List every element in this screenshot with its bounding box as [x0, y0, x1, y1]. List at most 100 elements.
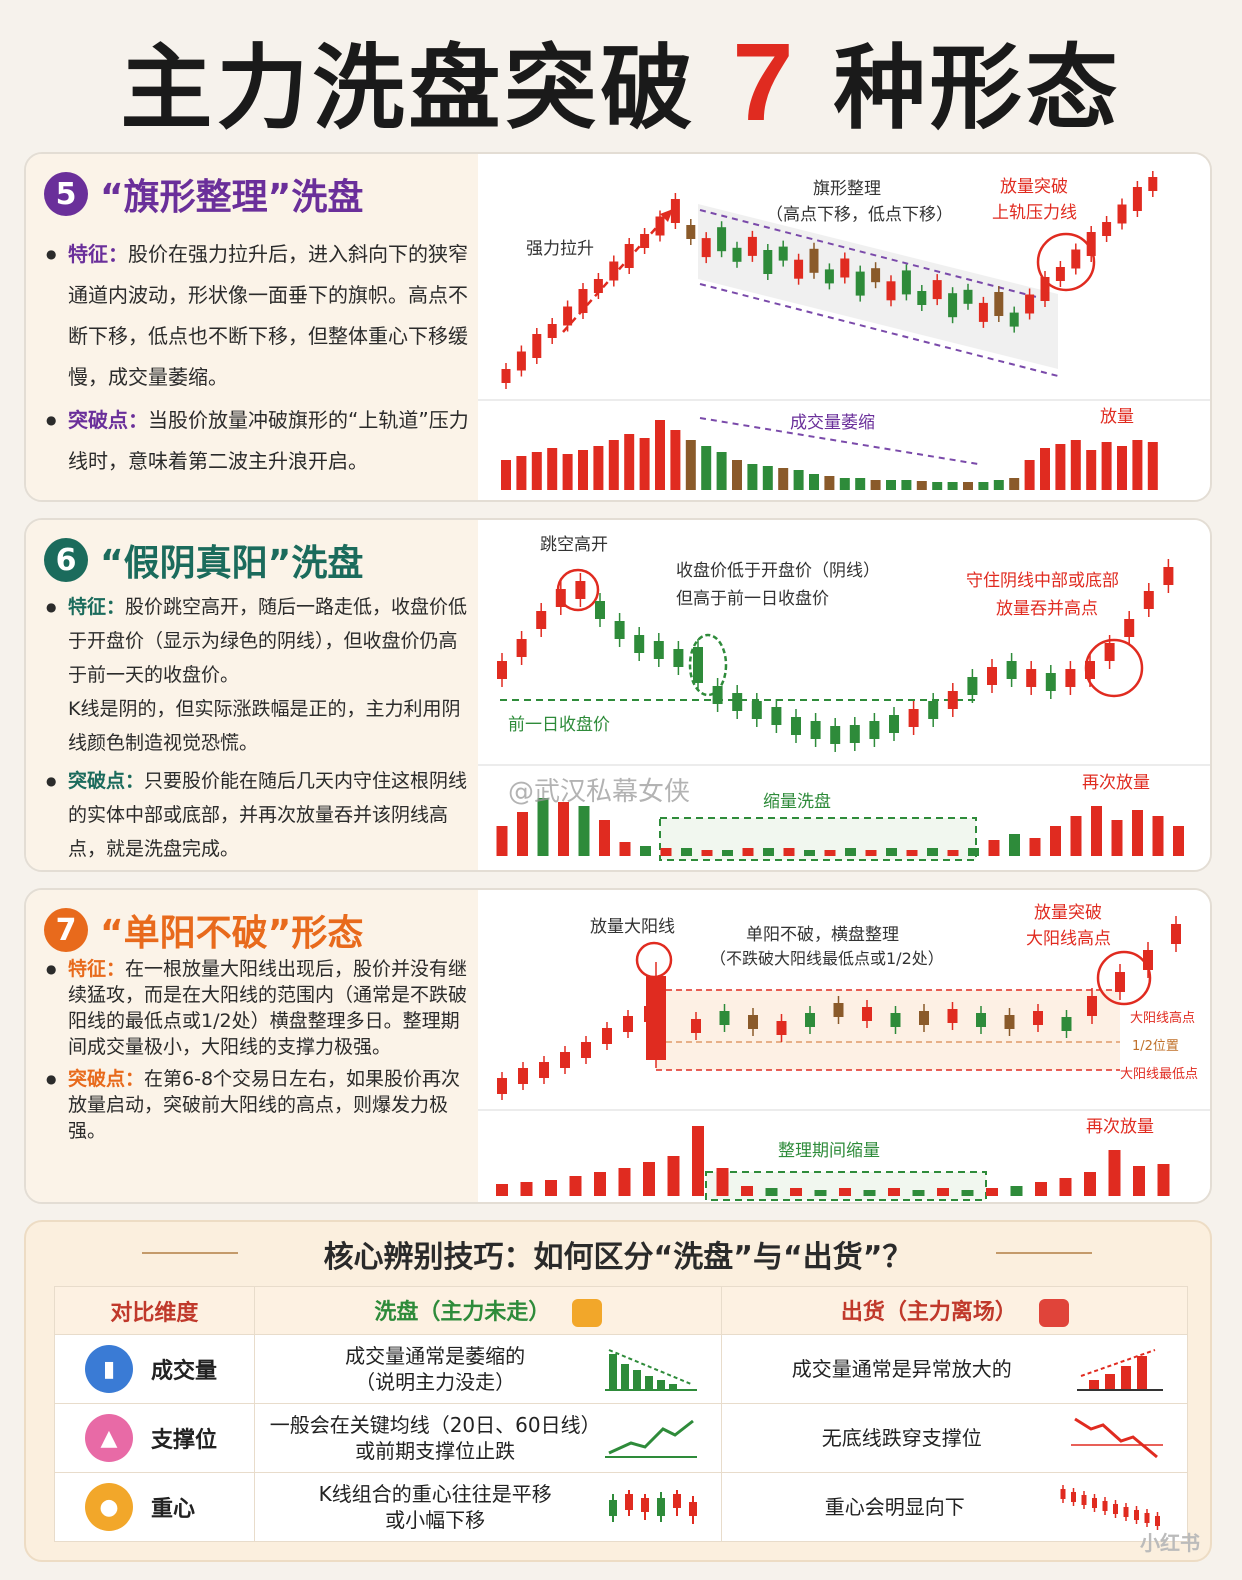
candle-body: [830, 726, 841, 744]
candle-body: [1065, 669, 1076, 687]
candle-body: [624, 244, 634, 268]
big-yang-circle: [635, 941, 673, 979]
candle-body: [497, 1078, 507, 1094]
single-yang-chart-svg: 放量大阳线 单阳不破，横盘整理 （不跌破大阳线最低点或1/2处） 放量突破 大阳…: [478, 903, 1210, 1201]
volume-bar: [1111, 820, 1123, 856]
label-breakout: 放量突破: [1000, 177, 1068, 197]
candle-body: [886, 281, 896, 301]
title-number: 7: [732, 21, 798, 144]
candle-body: [1123, 1507, 1129, 1517]
volume-bar: [912, 1190, 925, 1196]
card-single-yang: 7 “单阳不破”形态 特征：在一根放量大阳线出现后，股价并没有继续猛攻，而是在大…: [24, 888, 1212, 1204]
fake-yin-chart-svg: 跳空高开 收盘价低于开盘价（阴线） 但高于前一日收盘价 守住阴线中部或底部 放量…: [478, 535, 1210, 861]
volume-bar: [1010, 1186, 1023, 1196]
header-dimension: 对比维度: [54, 1286, 255, 1335]
volume-bar: [1055, 444, 1066, 490]
compare-title: 核心辨别技巧：如何区分“洗盘”与“出货”？: [323, 1240, 913, 1275]
fake-yin-volume-bars: [496, 798, 1184, 856]
volume-bar: [643, 1162, 655, 1196]
breakout-circle: [1036, 232, 1096, 292]
volume-bar: [660, 848, 672, 856]
volume-bar: [1132, 810, 1143, 856]
card6-number: 6: [44, 538, 88, 582]
wash-center-text: K线组合的重心往往是平移 或小幅下移: [318, 1482, 552, 1532]
volume-bar: [1086, 450, 1097, 490]
surge-arrow-head: [660, 209, 673, 222]
volume-bar: [1108, 1150, 1121, 1196]
candle-body: [869, 721, 880, 739]
candle-body: [581, 1042, 591, 1058]
card6-desc: 特征：股价跳空高开，随后一路走低，收盘价低于开盘价（显示为绿色的阴线），但收盘价…: [46, 590, 472, 866]
candle-body: [501, 369, 511, 383]
label-again: 再次放量: [1086, 1117, 1154, 1137]
volume-bar: [1059, 1178, 1072, 1196]
volume-bar: [870, 480, 881, 490]
volume-bar: [947, 482, 958, 490]
table-header-row: 对比维度 洗盘（主力未走） 出货（主力离场）: [54, 1286, 1188, 1335]
volume-bar: [501, 460, 511, 490]
volume-bar: [496, 1184, 508, 1196]
volume-bar: [545, 1180, 557, 1196]
volume-bar: [742, 848, 754, 856]
volume-bar: [619, 842, 631, 856]
table-row: ▮ 成交量 成交量通常是萎缩的 （说明主力没走） 成交量通常是异常放大的: [54, 1334, 1188, 1404]
volume-bar: [1101, 442, 1112, 490]
card7-feature-text: 在一根放量大阳线出现后，股价并没有继续猛攻，而是在大阳线的范围内（通常是不跌破阳…: [68, 958, 468, 1058]
candle-body: [1040, 277, 1050, 301]
candle-body: [947, 691, 958, 709]
label-big-high: 大阳线高点: [1026, 929, 1111, 949]
flag-lower-line: [699, 283, 1059, 377]
header-dist-text: 出货（主力离场）: [840, 1300, 1017, 1325]
thumbs-up-icon: [572, 1299, 602, 1327]
candle-body: [701, 238, 711, 258]
candle-body: [987, 667, 997, 685]
volume-bar: [763, 848, 774, 856]
candle-body: [976, 1013, 986, 1027]
volume-bar: [578, 450, 588, 490]
volume-bar: [562, 454, 573, 490]
header-dist: 出货（主力离场）: [721, 1286, 1188, 1335]
candle-body: [614, 621, 625, 639]
volume-bar: [839, 478, 850, 490]
volume-bar: [809, 474, 819, 490]
header-wash: 洗盘（主力未走）: [253, 1286, 723, 1335]
volume-bar: [722, 850, 733, 856]
bar-chart-icon: ▮: [85, 1345, 133, 1393]
card5-desc: 特征：股价在强力拉升后，进入斜向下的狭窄通道内波动，形状像一面垂下的旗帜。高点不…: [46, 234, 472, 482]
volume-bar: [1070, 440, 1081, 490]
volume-bar: [988, 840, 1000, 856]
candle-body: [963, 289, 973, 304]
dist-center-text: 重心会明显向下: [824, 1495, 965, 1519]
candle-body: [1132, 187, 1142, 211]
candle-body: [602, 1028, 612, 1044]
volume-bar: [701, 446, 712, 490]
label-sideways: 单阳不破，横盘整理: [746, 925, 899, 945]
candle-body: [691, 1019, 701, 1033]
candle-body: [809, 248, 819, 273]
candle-body: [536, 611, 547, 629]
card7-desc: 特征：在一根放量大阳线出现后，股价并没有继续猛攻，而是在大阳线的范围内（通常是不…: [46, 956, 472, 1144]
candle-body: [1071, 1492, 1076, 1502]
header-wash-text: 洗盘（主力未走）: [374, 1300, 551, 1325]
volume-bar: [618, 1168, 631, 1196]
candle-body: [855, 271, 865, 296]
volume-bar: [1050, 826, 1061, 856]
candle-body: [824, 269, 834, 284]
candle-body: [719, 1011, 730, 1025]
flag-upper-line: [699, 209, 1049, 301]
candle-body: [1060, 1489, 1066, 1499]
dim-label: 成交量: [151, 1359, 218, 1384]
label-again: 再次放量: [1082, 773, 1150, 793]
volume-bar: [863, 1190, 876, 1196]
corner-mark: 小红书: [1140, 1531, 1200, 1555]
label-big-yang: 放量大阳线: [590, 917, 675, 937]
support-icon: ▲: [85, 1414, 133, 1462]
candle-body: [1092, 1498, 1097, 1508]
volume-bar: [886, 848, 897, 856]
volume-bar: [824, 850, 836, 856]
label-breakout: 放量突破: [1034, 903, 1102, 923]
flag-volume-bars: [501, 420, 1158, 490]
candle-body: [967, 677, 978, 695]
candle-body: [833, 1003, 844, 1017]
candle-body: [1033, 1011, 1043, 1025]
